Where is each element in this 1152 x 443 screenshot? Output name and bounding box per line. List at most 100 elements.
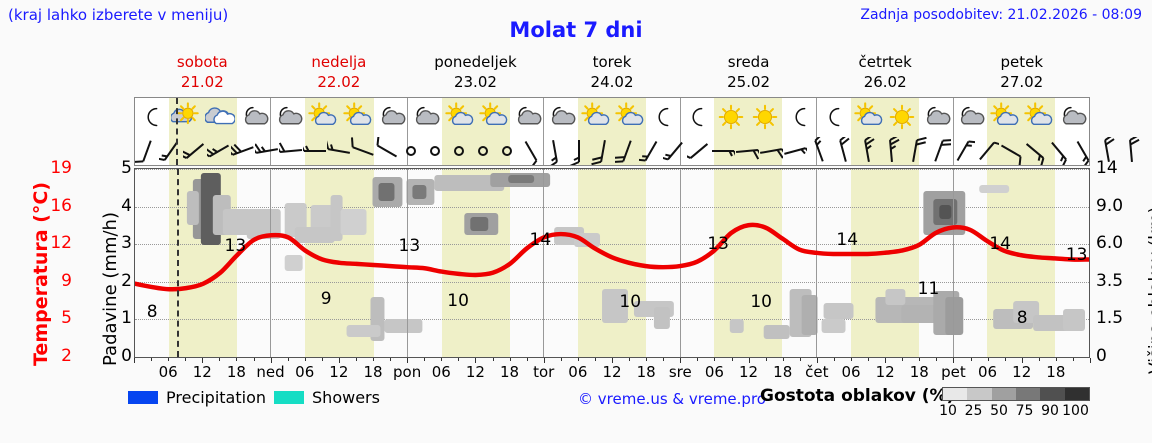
x-tick bbox=[185, 358, 187, 361]
wind-barb-cell bbox=[615, 136, 639, 166]
sun-cloudy-icon bbox=[308, 102, 337, 126]
band-cell bbox=[578, 169, 613, 357]
location-menu-note[interactable]: (kraj lahko izberete v meniju) bbox=[8, 6, 229, 24]
moon-icon bbox=[795, 107, 805, 127]
temp-label: 14 bbox=[529, 230, 552, 251]
x-axis-label: 06 bbox=[295, 363, 315, 381]
day-date: 21.02 bbox=[180, 73, 224, 91]
wind-barb-icon bbox=[406, 146, 416, 156]
x-tick bbox=[270, 358, 272, 363]
weather-icon-cell bbox=[851, 99, 885, 135]
day-date: 24.02 bbox=[590, 73, 634, 91]
precipitation-legend-label: Precipitation bbox=[166, 387, 267, 407]
wind-barb-cell bbox=[399, 136, 423, 166]
wind-barb-icon bbox=[889, 137, 900, 163]
wind-barb-icon bbox=[183, 143, 205, 159]
x-tick bbox=[1038, 358, 1040, 361]
day-header-4: sreda 25.02 bbox=[680, 52, 817, 96]
wind-barb-icon bbox=[839, 137, 850, 162]
x-axis-label: 06 bbox=[978, 363, 998, 381]
wind-barb-icon bbox=[351, 137, 374, 156]
wind-barb-icon bbox=[255, 143, 279, 154]
cloudy-icon bbox=[205, 107, 236, 125]
wind-barb-icon bbox=[759, 148, 783, 159]
x-tick bbox=[168, 358, 170, 361]
day-header-2: ponedeljek 23.02 bbox=[407, 52, 544, 96]
cloud-blob bbox=[885, 289, 906, 305]
x-tick bbox=[851, 358, 852, 361]
x-tick bbox=[219, 358, 221, 361]
moon-cloudy-icon bbox=[551, 106, 576, 125]
wind-barb-icon bbox=[135, 140, 152, 164]
x-axis-label: 18 bbox=[500, 363, 520, 381]
band-cell bbox=[850, 169, 885, 357]
x-tick bbox=[1004, 358, 1006, 361]
x-tick bbox=[338, 358, 340, 363]
x-axis-label: 12 bbox=[329, 363, 349, 381]
cloud-blob bbox=[602, 289, 628, 323]
day-separator bbox=[135, 169, 272, 357]
cloud-blob bbox=[939, 205, 952, 219]
gridline bbox=[135, 281, 1089, 283]
wind-barb-cell bbox=[687, 136, 711, 166]
x-tick bbox=[287, 358, 289, 361]
axis-tick: 1 bbox=[121, 308, 132, 329]
density-tick: 10 bbox=[939, 403, 957, 419]
wind-barb-cell bbox=[519, 136, 543, 166]
axis-tick: 9.0 bbox=[1096, 195, 1124, 216]
cloud-blob bbox=[412, 185, 427, 199]
density-step bbox=[943, 388, 968, 400]
moon-cloudy-icon bbox=[415, 106, 440, 125]
x-tick bbox=[987, 358, 989, 361]
axis-tick: 0 bbox=[121, 346, 132, 366]
wind-barb-icon bbox=[864, 137, 875, 163]
day-date: 27.02 bbox=[1000, 73, 1044, 91]
x-axis-label: 12 bbox=[465, 363, 485, 381]
cloud-density-scale bbox=[942, 387, 1090, 401]
axis-tick: 1.5 bbox=[1096, 308, 1124, 329]
day-name: nedelja bbox=[311, 53, 367, 71]
weather-icon-cell bbox=[374, 99, 408, 135]
wind-barb-icon bbox=[912, 137, 927, 163]
temp-label: 10 bbox=[447, 290, 469, 311]
moon-cloudy-icon bbox=[279, 106, 303, 125]
x-tick bbox=[970, 358, 972, 361]
x-tick bbox=[390, 358, 392, 361]
wind-barb-cell bbox=[351, 136, 375, 166]
x-axis-labels: 06 12 18 ned 06 12 18 pon 06 12 18 tor 06 12 18 sre 06 12… bbox=[134, 363, 1090, 383]
weather-icon-cell bbox=[1055, 99, 1089, 135]
wind-barb-icon bbox=[1104, 137, 1115, 163]
forecast-plot: 813913101410131014111481310 bbox=[134, 168, 1090, 358]
axis-tick: 2 bbox=[121, 270, 132, 291]
wind-barb-icon bbox=[956, 140, 975, 162]
day-header-6: petek 27.02 bbox=[953, 52, 1090, 96]
gridline bbox=[135, 244, 1089, 246]
x-tick bbox=[816, 358, 818, 363]
temperature-curve bbox=[135, 222, 1089, 292]
x-axis-label: 06 bbox=[431, 363, 451, 381]
axis-tick: 9 bbox=[61, 270, 72, 291]
cloud-blob bbox=[384, 319, 423, 333]
x-tick bbox=[202, 358, 204, 363]
cloud-blob bbox=[340, 209, 367, 235]
last-update-label: Zadnja posodobitev: 21.02.2026 - 08:09 bbox=[860, 7, 1142, 23]
wind-barb-cell bbox=[855, 136, 879, 166]
moon-icon bbox=[829, 107, 839, 127]
wind-barb-cell bbox=[999, 136, 1023, 166]
x-axis-label: pon bbox=[393, 363, 422, 381]
wind-barb-icon bbox=[979, 141, 999, 161]
wind-barb-cell bbox=[735, 136, 759, 166]
copyright-link[interactable]: © vreme.us & vreme.pro bbox=[578, 390, 766, 408]
wind-barb-icon bbox=[279, 142, 303, 153]
x-axis-label: 06 bbox=[841, 363, 861, 381]
cloudheight-axis-ticks: 14 9.0 6.0 3.5 1.5 0 bbox=[1096, 160, 1138, 368]
wind-barb-cell bbox=[1095, 136, 1119, 166]
wind-barb-icon bbox=[376, 137, 398, 158]
density-tick: 50 bbox=[990, 403, 1008, 419]
sun-icon bbox=[753, 104, 778, 130]
moon-icon bbox=[658, 107, 669, 127]
x-tick bbox=[612, 358, 613, 363]
sun-cloudy-icon bbox=[342, 102, 371, 126]
x-axis-label: 12 bbox=[739, 363, 759, 381]
wind-barb-icon bbox=[327, 139, 351, 154]
